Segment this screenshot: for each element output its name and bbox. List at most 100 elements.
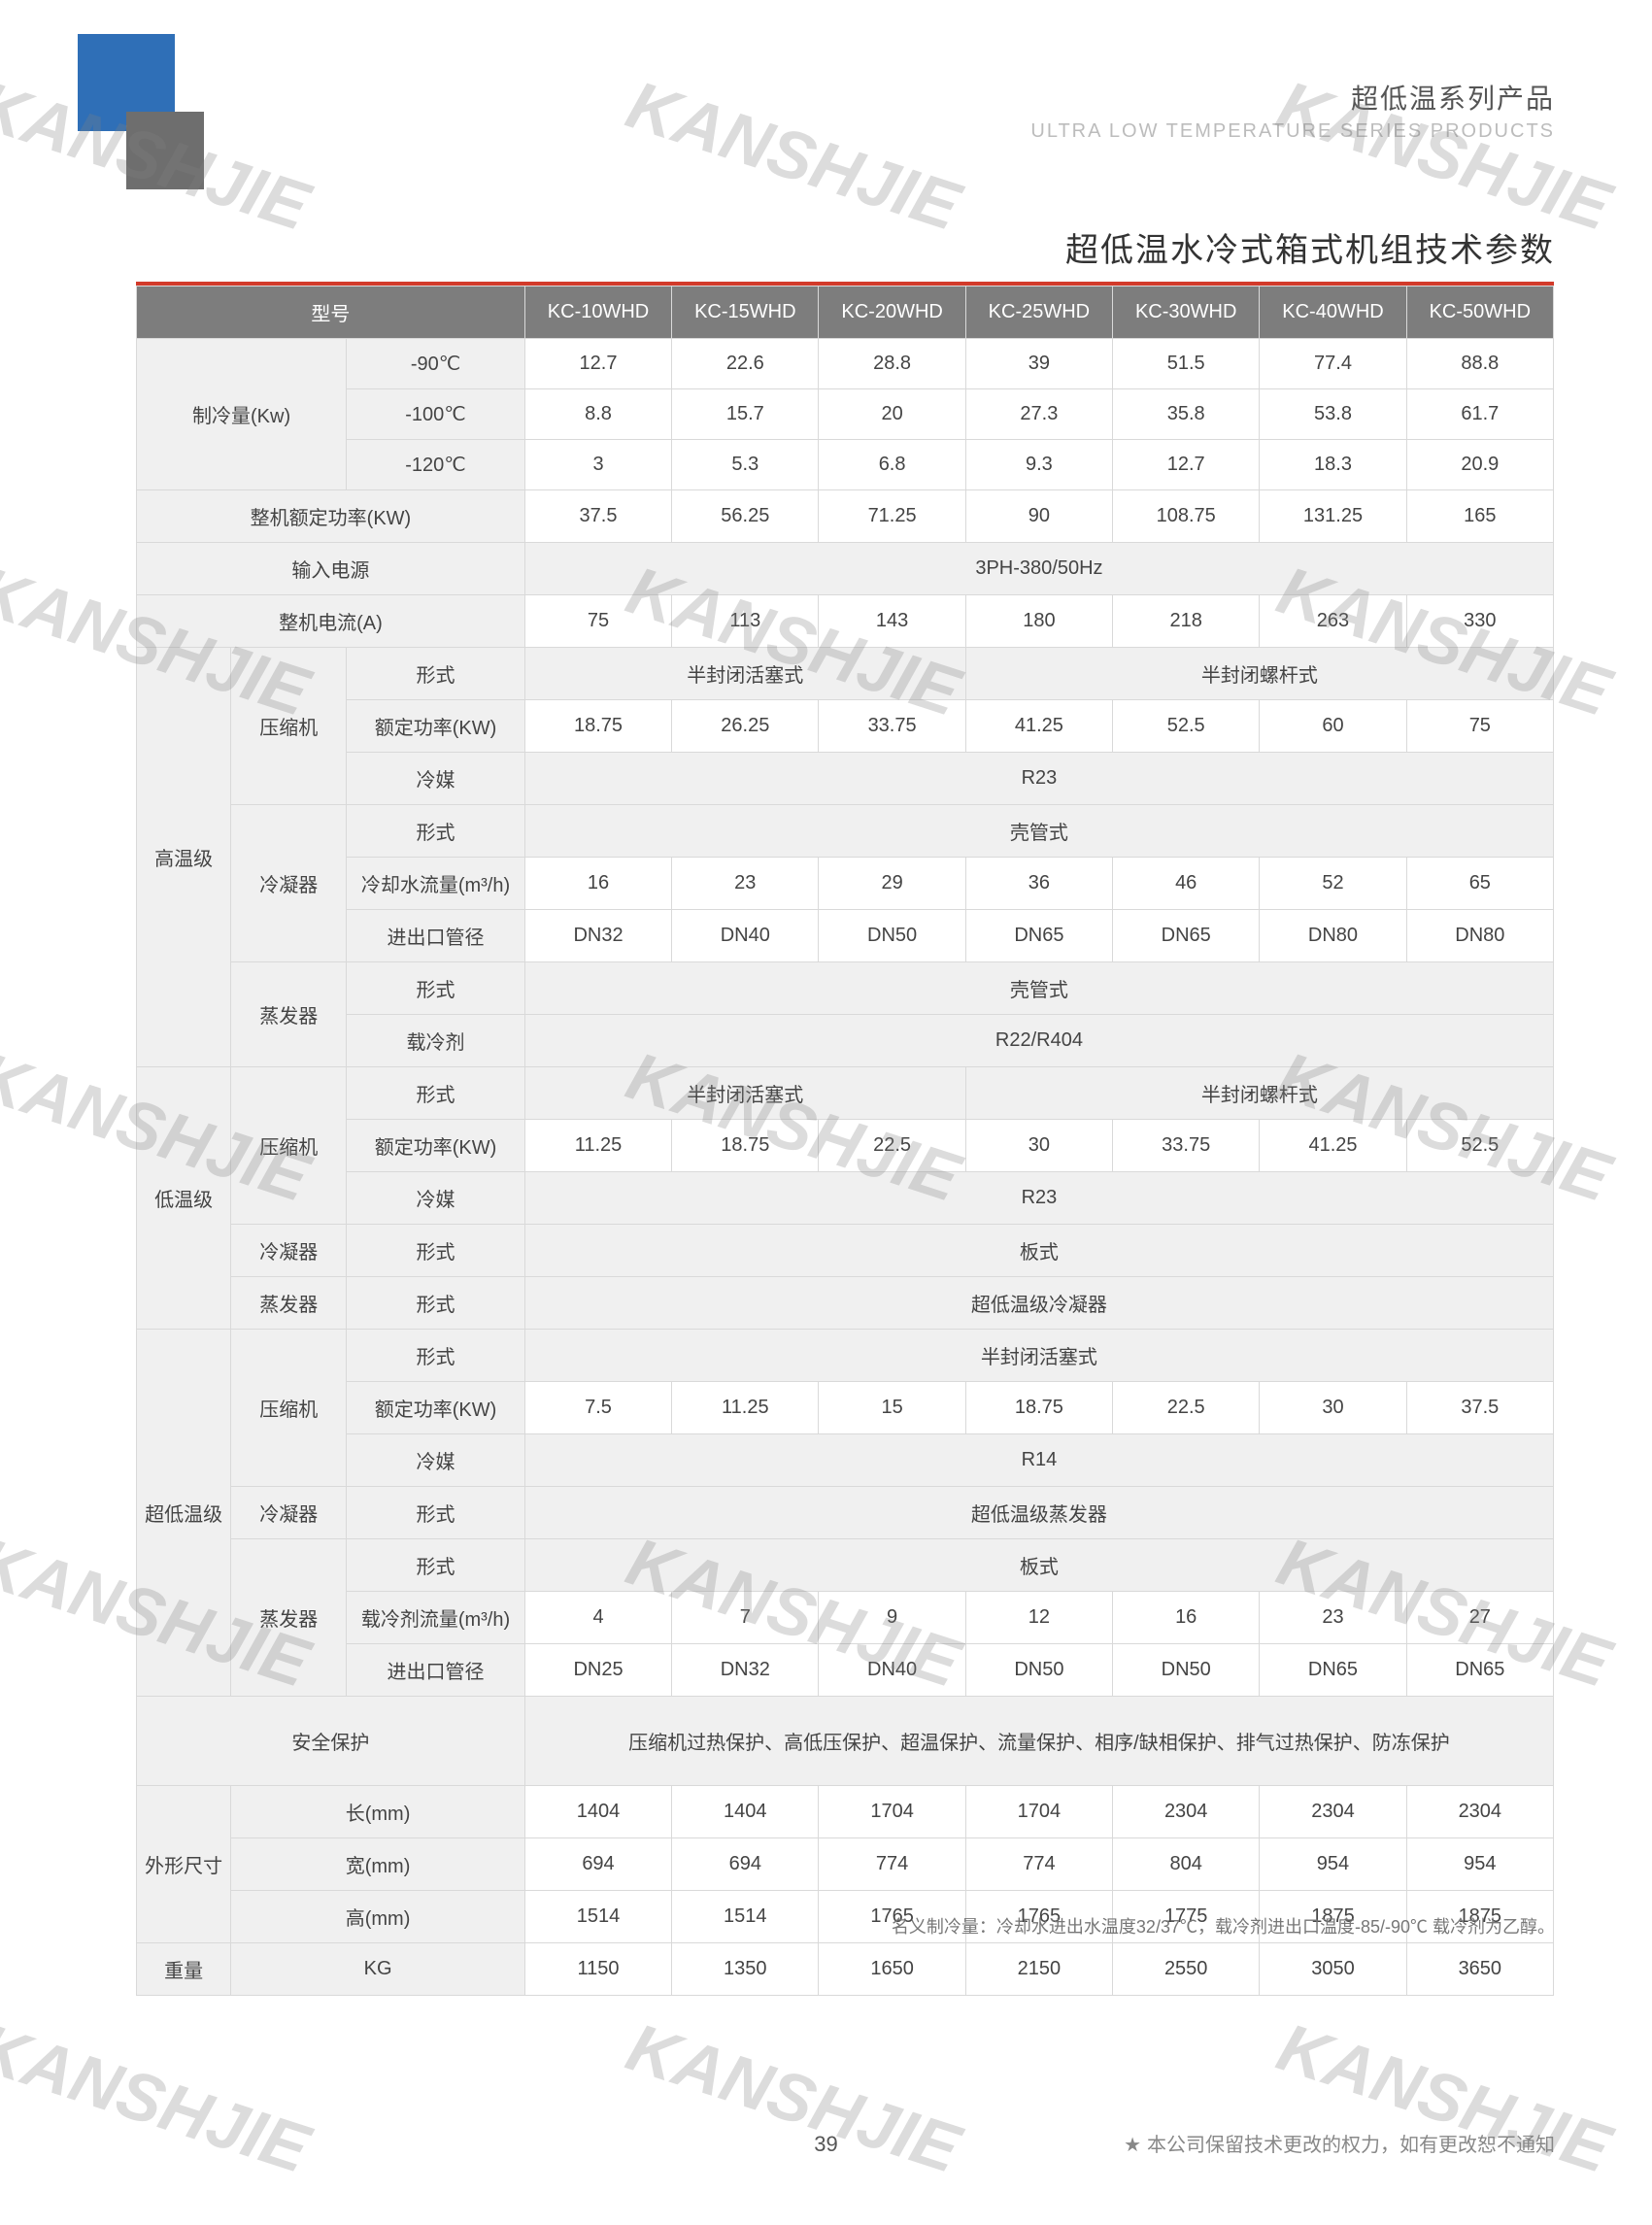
table-cell: 载冷剂流量(m³/h) [347, 1592, 525, 1644]
model-3: KC-25WHD [965, 287, 1112, 339]
table-cell: 压缩机 [231, 1330, 347, 1487]
header-cn: 超低温系列产品 [1030, 78, 1555, 117]
table-cell: DN65 [1406, 1644, 1553, 1697]
model-label: 型号 [137, 287, 525, 339]
model-2: KC-20WHD [819, 287, 965, 339]
table-cell: 12.7 [524, 339, 671, 389]
table-cell: 12 [965, 1592, 1112, 1644]
table-cell: 18.75 [672, 1120, 819, 1172]
table-cell: -100℃ [347, 389, 525, 440]
table-cell: 330 [1406, 595, 1553, 648]
table-cell: 低温级 [137, 1067, 231, 1330]
table-cell: 37.5 [524, 490, 671, 543]
table-cell: 冷媒 [347, 1434, 525, 1487]
table-cell: 1404 [524, 1786, 671, 1838]
table-cell: DN65 [1113, 910, 1260, 962]
table-cell: 108.75 [1113, 490, 1260, 543]
model-0: KC-10WHD [524, 287, 671, 339]
table-cell: 26.25 [672, 700, 819, 753]
table-cell: 804 [1113, 1838, 1260, 1891]
table-cell: 形式 [347, 648, 525, 700]
table-cell: 2304 [1406, 1786, 1553, 1838]
table-cell: 外形尺寸 [137, 1786, 231, 1943]
table-cell: 75 [524, 595, 671, 648]
table-cell: 18.75 [965, 1382, 1112, 1434]
table-row: 高温级压缩机形式半封闭活塞式半封闭螺杆式 [137, 648, 1554, 700]
table-cell: 61.7 [1406, 389, 1553, 440]
table-cell: DN25 [524, 1644, 671, 1697]
table-cell: DN40 [819, 1644, 965, 1697]
table-cell: 形式 [347, 962, 525, 1015]
table-cell: KG [231, 1943, 525, 1996]
table-cell: 8.8 [524, 389, 671, 440]
table-cell: 180 [965, 595, 1112, 648]
table-cell: 33.75 [1113, 1120, 1260, 1172]
table-cell: 954 [1406, 1838, 1553, 1891]
table-row: 进出口管径DN25DN32DN40DN50DN50DN65DN65 [137, 1644, 1554, 1697]
table-row: 整机额定功率(KW)37.556.2571.2590108.75131.2516… [137, 490, 1554, 543]
table-cell: 长(mm) [231, 1786, 525, 1838]
table-cell: 1350 [672, 1943, 819, 1996]
header-en: ULTRA LOW TEMPERATURE SERIES PRODUCTS [1030, 120, 1555, 143]
table-cell: 131.25 [1260, 490, 1406, 543]
table-cell: 4 [524, 1592, 671, 1644]
table-cell: 输入电源 [137, 543, 525, 595]
table-cell: 954 [1260, 1838, 1406, 1891]
table-cell: 整机额定功率(KW) [137, 490, 525, 543]
footnote: 名义制冷量：冷却水进出水温度32/37℃，载冷剂进出口温度-85/-90℃ 载冷… [892, 1913, 1555, 1938]
table-cell: 22.5 [819, 1120, 965, 1172]
table-cell: 7 [672, 1592, 819, 1644]
table-cell: 形式 [347, 1277, 525, 1330]
table-cell: DN50 [819, 910, 965, 962]
table-cell: R22/R404 [524, 1015, 1553, 1067]
table-cell: 1150 [524, 1943, 671, 1996]
table-row: 蒸发器形式超低温级冷凝器 [137, 1277, 1554, 1330]
table-cell: DN50 [965, 1644, 1112, 1697]
table-row: 载冷剂流量(m³/h)47912162327 [137, 1592, 1554, 1644]
table-cell: 27.3 [965, 389, 1112, 440]
table-cell: 774 [819, 1838, 965, 1891]
table-cell: 18.75 [524, 700, 671, 753]
table-cell: 1704 [965, 1786, 1112, 1838]
table-row: 蒸发器形式板式 [137, 1539, 1554, 1592]
table-cell: 22.6 [672, 339, 819, 389]
table-cell: 进出口管径 [347, 910, 525, 962]
watermark: KANSHJIE [618, 65, 968, 245]
star-icon: ★ [1124, 2135, 1141, 2156]
table-cell: 35.8 [1113, 389, 1260, 440]
table-row: 低温级压缩机形式半封闭活塞式半封闭螺杆式 [137, 1067, 1554, 1120]
table-cell: 75 [1406, 700, 1553, 753]
table-row: 冷却水流量(m³/h)16232936465265 [137, 858, 1554, 910]
table-cell: 53.8 [1260, 389, 1406, 440]
table-cell: R14 [524, 1434, 1553, 1487]
table-row: 额定功率(KW)7.511.251518.7522.53037.5 [137, 1382, 1554, 1434]
table-cell: 37.5 [1406, 1382, 1553, 1434]
table-cell: 41.25 [1260, 1120, 1406, 1172]
table-cell: 1404 [672, 1786, 819, 1838]
table-cell: 5.3 [672, 440, 819, 490]
table-cell: 6.8 [819, 440, 965, 490]
table-cell: 41.25 [965, 700, 1112, 753]
table-row: 载冷剂R22/R404 [137, 1015, 1554, 1067]
disclaimer-text: 本公司保留技术更改的权力，如有更改恕不通知 [1147, 2135, 1555, 2156]
table-cell: DN65 [965, 910, 1112, 962]
table-cell: 2304 [1260, 1786, 1406, 1838]
table-cell: 77.4 [1260, 339, 1406, 389]
table-row: 蒸发器形式壳管式 [137, 962, 1554, 1015]
table-row: 冷媒R14 [137, 1434, 1554, 1487]
table-cell: 半封闭螺杆式 [965, 648, 1553, 700]
table-cell: DN80 [1260, 910, 1406, 962]
table-cell: 113 [672, 595, 819, 648]
table-row: 额定功率(KW)11.2518.7522.53033.7541.2552.5 [137, 1120, 1554, 1172]
table-cell: 3PH-380/50Hz [524, 543, 1553, 595]
table-cell: 16 [1113, 1592, 1260, 1644]
table-cell: 蒸发器 [231, 1539, 347, 1697]
table-cell: 52 [1260, 858, 1406, 910]
table-cell: 46 [1113, 858, 1260, 910]
table-cell: 18.3 [1260, 440, 1406, 490]
table-cell: 额定功率(KW) [347, 700, 525, 753]
table-row: -100℃8.815.72027.335.853.861.7 [137, 389, 1554, 440]
table-cell: 安全保护 [137, 1697, 525, 1786]
table-cell: 7.5 [524, 1382, 671, 1434]
watermark: KANSHJIE [618, 2007, 968, 2187]
